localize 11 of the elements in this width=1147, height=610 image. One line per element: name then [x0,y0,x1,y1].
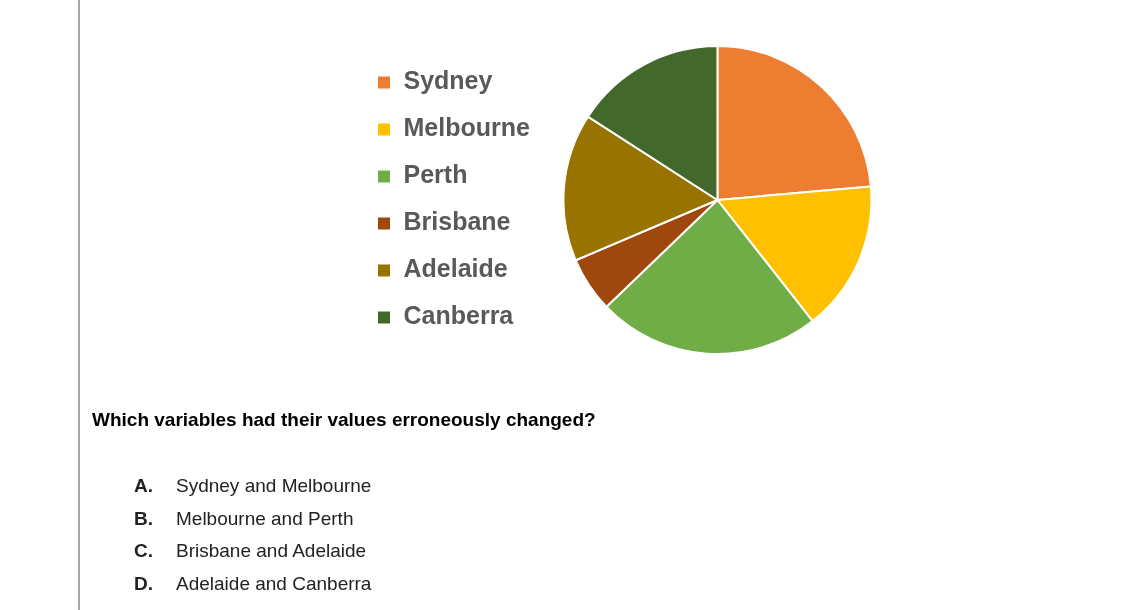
legend-label: Brisbane [403,207,511,236]
legend-label: Sydney [403,66,493,95]
text: A. Sydney and Melbourne [134,475,372,496]
legend-label: Adelaide [403,254,508,283]
legend-label: Melbourne [403,113,530,142]
legend-label: Canberra [403,301,515,330]
text: D. Adelaide and Canberra [134,572,372,594]
text: C. Brisbane and Adelaide [134,540,367,561]
legend-label: Perth [403,160,468,189]
text: Which variables had their values erroneously changed? [92,409,596,431]
text: B. Melbourne and Perth [134,507,354,529]
